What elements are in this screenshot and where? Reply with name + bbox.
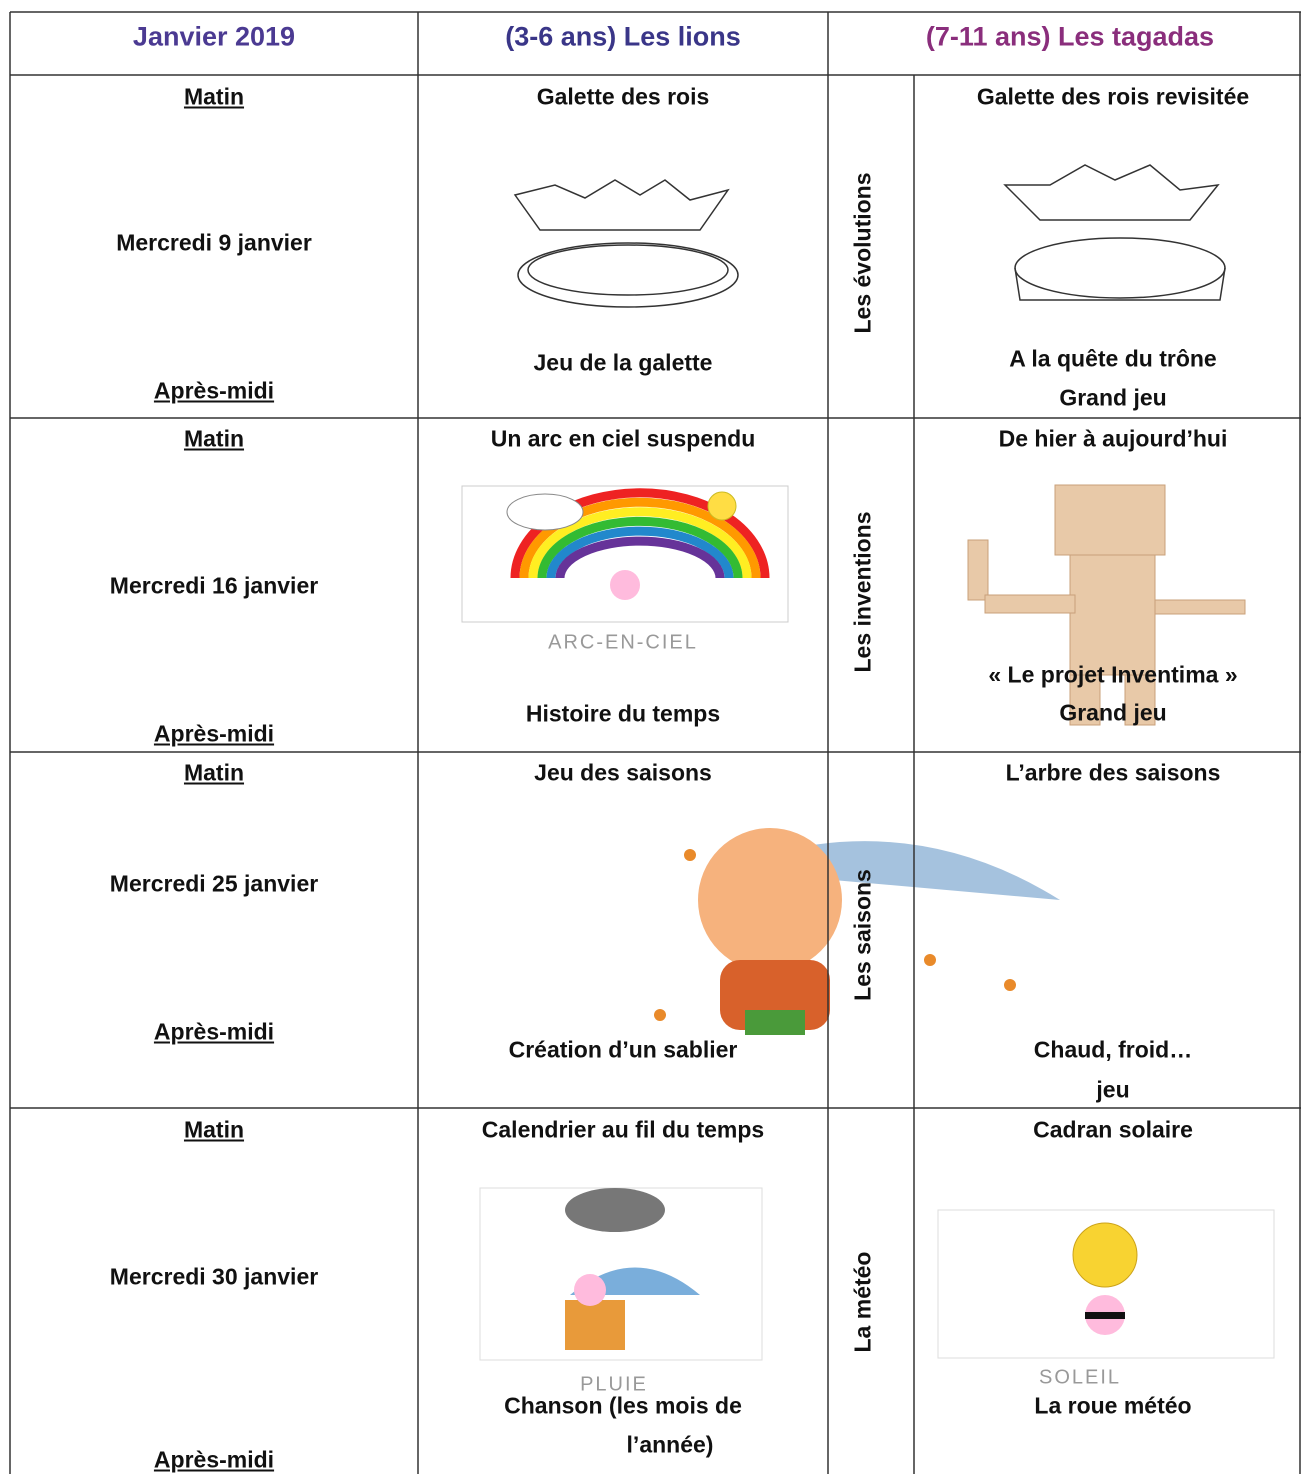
- activity: De hier à aujourd’hui: [998, 425, 1228, 452]
- activity: Cadran solaire: [1033, 1116, 1193, 1143]
- theme: Les saisons: [849, 869, 876, 1001]
- activity: Jeu de la galette: [533, 349, 713, 376]
- theme: La météo: [849, 1251, 876, 1353]
- image-caption: ARC-EN-CIEL: [548, 631, 698, 654]
- activity: « Le projet Inventima »: [988, 661, 1238, 688]
- activity: Histoire du temps: [525, 700, 721, 727]
- activity: L’arbre des saisons: [1005, 759, 1221, 786]
- activity: Chaud, froid…: [1033, 1036, 1193, 1063]
- activity: Galette des rois: [536, 83, 710, 110]
- activity: Galette des rois revisitée: [976, 83, 1250, 110]
- activity: Grand jeu: [1059, 384, 1167, 411]
- afternoon-label: Après-midi: [153, 720, 275, 747]
- afternoon-label: Après-midi: [153, 377, 275, 404]
- morning-label: Matin: [183, 83, 245, 110]
- group-header: (7-11 ans) Les tagadas: [925, 21, 1215, 52]
- morning-label: Matin: [183, 1116, 245, 1143]
- afternoon-label: Après-midi: [153, 1446, 275, 1473]
- activity: Calendrier au fil du temps: [481, 1116, 765, 1143]
- activity: Un arc en ciel suspendu: [490, 425, 756, 452]
- activity: A la quête du trône: [1009, 345, 1217, 372]
- theme: Les évolutions: [849, 172, 876, 334]
- activity: La roue météo: [1034, 1392, 1192, 1419]
- activity: Création d’un sablier: [508, 1036, 738, 1063]
- day: Mercredi 25 janvier: [109, 870, 319, 897]
- activity: Jeu des saisons: [534, 759, 712, 786]
- activity: Grand jeu: [1059, 699, 1167, 726]
- image-caption: SOLEIL: [1038, 1366, 1122, 1389]
- day: Mercredi 30 janvier: [109, 1263, 319, 1290]
- activity: jeu: [1096, 1076, 1130, 1103]
- afternoon-label: Après-midi: [153, 1018, 275, 1045]
- day: Mercredi 9 janvier: [116, 229, 312, 256]
- morning-label: Matin: [183, 759, 245, 786]
- group-header: (3-6 ans) Les lions: [505, 21, 741, 52]
- theme: Les inventions: [849, 511, 876, 673]
- day: Mercredi 16 janvier: [109, 572, 319, 599]
- activity: l’année): [626, 1431, 714, 1458]
- image-caption: PLUIE: [580, 1373, 648, 1396]
- activity: Chanson (les mois de: [504, 1392, 742, 1419]
- month-header: Janvier 2019: [132, 21, 296, 52]
- morning-label: Matin: [183, 425, 245, 452]
